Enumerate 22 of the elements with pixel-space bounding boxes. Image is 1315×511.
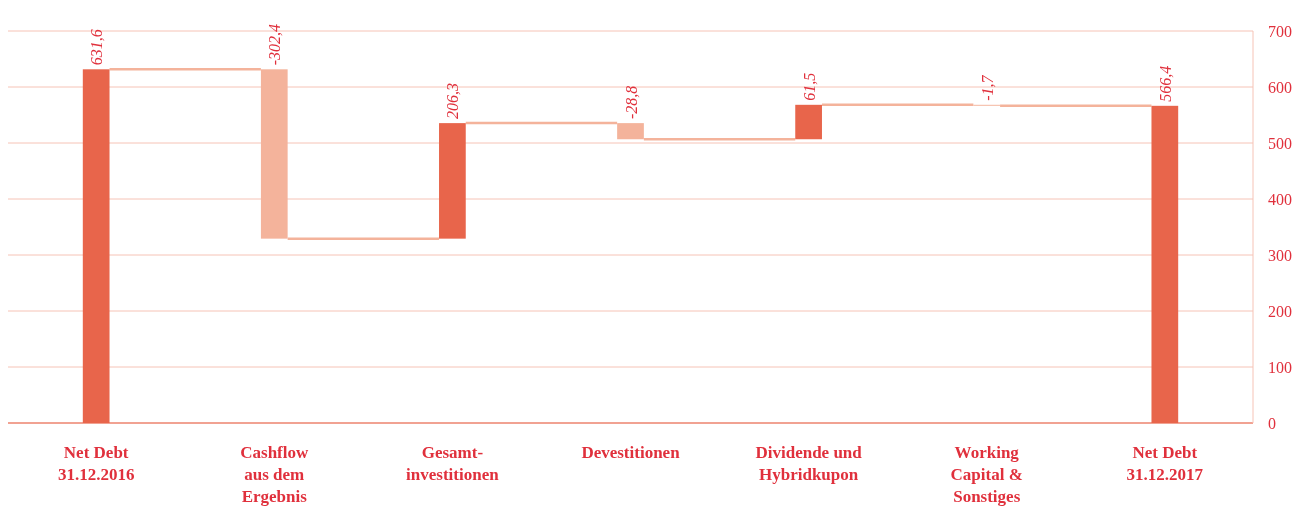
y-tick-label: 600	[1268, 78, 1292, 96]
data-label: 631,6	[88, 29, 106, 66]
y-tick-label: 400	[1268, 190, 1292, 208]
data-label: 206,3	[444, 83, 462, 120]
x-tick-label: Dividende und Hybridkupon	[755, 443, 863, 484]
x-tick-label: Gesamt- investitionen	[406, 443, 500, 484]
x-tick-label: Cashflow aus dem Ergebnis	[240, 443, 309, 506]
y-tick-label: 200	[1268, 302, 1292, 320]
y-tick-label: 700	[1268, 22, 1292, 40]
x-tick-label: Net Debt 31.12.2017	[1126, 443, 1204, 484]
x-tick-label: Net Debt 31.12.2016	[57, 443, 135, 484]
x-tick-label: Devestitionen	[581, 443, 681, 462]
y-tick-label: 100	[1268, 358, 1292, 376]
x-tick-label: Working Capital & Sonstiges	[950, 443, 1023, 506]
data-label: 566,4	[1156, 65, 1174, 102]
data-label: 61,5	[800, 72, 818, 101]
y-tick-label: 300	[1268, 246, 1292, 264]
data-label: -1,7	[978, 74, 996, 101]
y-tick-label: 500	[1268, 134, 1292, 152]
data-label: -28,8	[622, 85, 640, 120]
y-tick-label: 0	[1268, 414, 1276, 432]
data-label: -302,4	[266, 23, 284, 66]
